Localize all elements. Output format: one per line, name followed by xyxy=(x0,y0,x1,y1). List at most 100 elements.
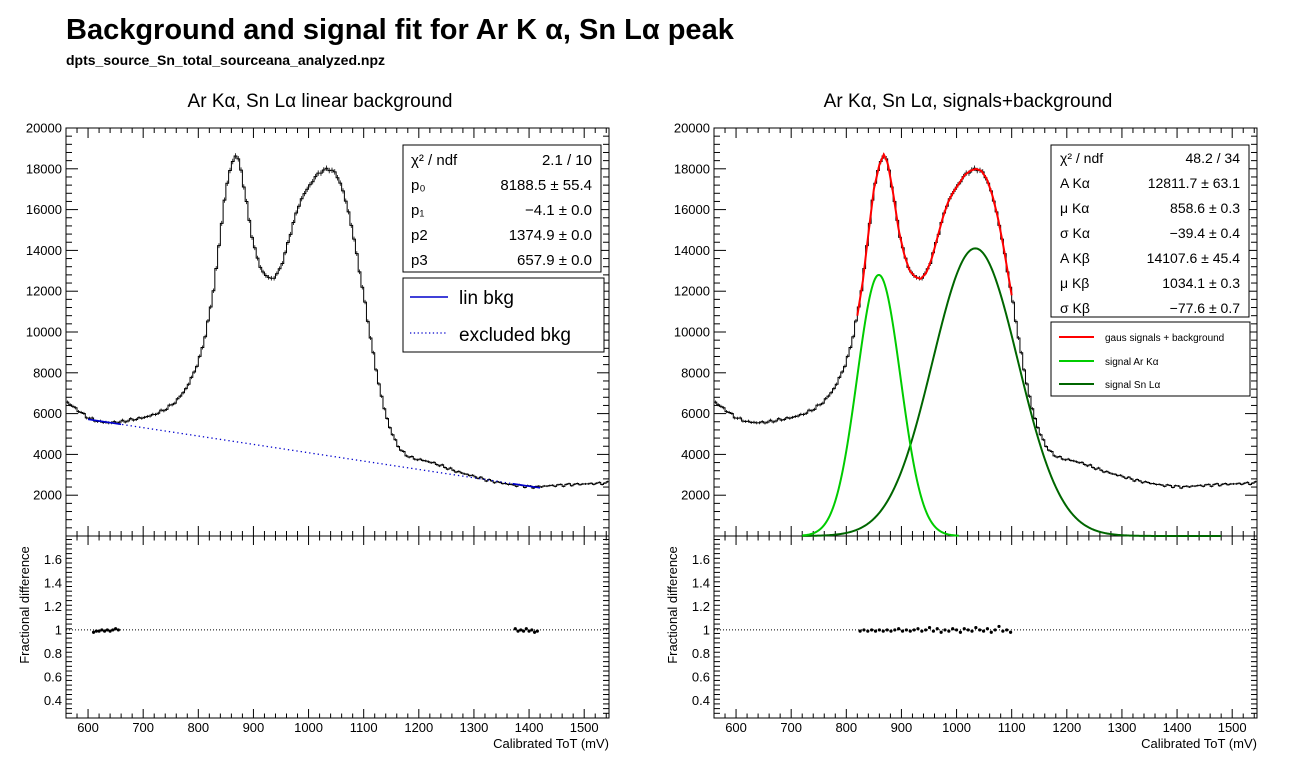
left-stat-p2-label: p2 xyxy=(411,227,428,244)
right-stat-chi2-label: χ² / ndf xyxy=(1060,150,1103,166)
ratio-point xyxy=(920,629,924,633)
left-stat-p0-label: p₀ xyxy=(411,177,426,194)
left-chart-title: Ar Kα, Sn Lα linear background xyxy=(188,91,453,112)
ratio-point xyxy=(530,628,534,632)
ratio-point xyxy=(116,628,120,632)
ratio-point xyxy=(893,628,897,632)
ratio-point xyxy=(889,629,893,633)
ratio-point xyxy=(966,628,970,632)
x-tick-label: 600 xyxy=(77,720,99,735)
ratio-point xyxy=(951,627,955,631)
ratio-point xyxy=(924,628,928,632)
right-signal-ar-ka-curve xyxy=(802,273,959,537)
page-title: Background and signal fit for Ar K α, Sn… xyxy=(66,14,734,46)
ratio-point xyxy=(1001,629,1005,633)
ratio-point xyxy=(521,629,526,633)
left-ratio-y-tick-labels: 0.4 0.6 0.8 1 1.2 1.4 1.6 xyxy=(44,552,62,708)
x-tick-label: 1100 xyxy=(350,720,378,735)
right-ratio-y-tick-labels: 0.4 0.6 0.8 1 1.2 1.4 1.6 xyxy=(692,552,710,708)
right-ratio-frame xyxy=(713,535,1258,719)
ratio-y-tick-label: 1.6 xyxy=(692,552,710,567)
x-tick-label: 1300 xyxy=(459,720,488,735)
ratio-point xyxy=(927,625,932,630)
y-tick-label: 2000 xyxy=(33,488,62,503)
y-tick-label: 6000 xyxy=(33,406,62,421)
x-tick-label: 1200 xyxy=(1052,720,1081,735)
ratio-point xyxy=(974,625,978,630)
ratio-point xyxy=(91,630,96,634)
y-tick-label: 4000 xyxy=(33,447,62,462)
right-signal-sn-la-curve xyxy=(802,247,1222,537)
ratio-y-tick-label: 0.8 xyxy=(692,646,710,661)
ratio-point xyxy=(866,629,870,633)
y-tick-label: 20000 xyxy=(674,121,710,136)
x-tick-label: 1400 xyxy=(1163,720,1192,735)
right-legend-sn-label: signal Sn Lα xyxy=(1105,380,1160,391)
right-stat-a-ka-value: 12811.7 ± 63.1 xyxy=(1148,175,1240,191)
x-tick-label: 1400 xyxy=(515,720,544,735)
ratio-point xyxy=(532,630,537,634)
y-tick-label: 20000 xyxy=(26,121,62,136)
ratio-point xyxy=(958,630,963,634)
ratio-point xyxy=(993,628,997,632)
ratio-y-tick-label: 1.6 xyxy=(44,552,62,567)
ratio-point xyxy=(900,629,905,633)
y-tick-label: 16000 xyxy=(26,202,62,217)
y-tick-label: 16000 xyxy=(674,202,710,217)
ratio-point xyxy=(881,629,885,633)
left-excluded-bkg-line xyxy=(87,418,541,489)
right-stat-mu-ka-label: μ Kα xyxy=(1060,200,1089,216)
x-tick-label: 1500 xyxy=(1218,720,1247,735)
y-tick-label: 2000 xyxy=(681,488,710,503)
ratio-point xyxy=(939,630,943,634)
ratio-point xyxy=(862,628,866,632)
ratio-point xyxy=(102,629,107,633)
y-tick-label: 6000 xyxy=(681,406,710,421)
y-tick-label: 10000 xyxy=(674,325,710,340)
x-tick-label: 600 xyxy=(725,720,747,735)
right-ratio-ylabel: Fractional difference xyxy=(665,546,680,664)
y-tick-label: 8000 xyxy=(681,365,710,380)
ratio-point xyxy=(519,628,523,632)
ratio-point xyxy=(97,629,101,633)
ratio-point xyxy=(1005,628,1009,632)
right-panel: Ar Kα, Sn Lα, signals+background 2000 400… xyxy=(665,91,1258,751)
ratio-point xyxy=(516,629,520,633)
y-tick-label: 12000 xyxy=(674,284,710,299)
x-tick-label: 1100 xyxy=(998,720,1026,735)
ratio-y-tick-label: 1 xyxy=(703,622,710,637)
y-tick-label: 10000 xyxy=(26,325,62,340)
right-axis-ticks xyxy=(713,127,1257,719)
right-legend-total-label: gaus signals + background xyxy=(1105,333,1224,344)
ratio-point xyxy=(114,627,118,631)
ratio-point xyxy=(981,629,986,633)
left-lin-bkg-line xyxy=(87,418,541,489)
ratio-point xyxy=(535,629,539,633)
y-tick-label: 18000 xyxy=(674,161,710,176)
right-y-tick-labels: 2000 4000 6000 8000 10000 12000 14000 16000 1800… xyxy=(674,121,710,503)
ratio-y-tick-label: 1.4 xyxy=(692,575,710,590)
x-tick-label: 800 xyxy=(835,720,857,735)
ratio-point xyxy=(527,629,531,633)
ratio-point xyxy=(904,628,908,632)
x-tick-label: 1500 xyxy=(570,720,599,735)
ratio-y-tick-label: 0.8 xyxy=(44,646,62,661)
x-tick-label: 900 xyxy=(891,720,913,735)
x-tick-label: 1000 xyxy=(942,720,971,735)
ratio-point xyxy=(908,629,912,633)
x-tick-label: 800 xyxy=(187,720,209,735)
left-stat-p0-value: 8188.5 ± 55.4 xyxy=(500,177,592,194)
ratio-point xyxy=(916,627,920,631)
left-legend: lin bkg excluded bkg xyxy=(402,277,605,353)
left-stat-chi2-label: χ² / ndf xyxy=(411,152,458,169)
x-tick-label: 900 xyxy=(243,720,265,735)
ratio-point xyxy=(524,627,528,631)
ratio-y-tick-label: 1.2 xyxy=(692,599,710,614)
left-y-tick-labels: 2000 4000 6000 8000 10000 12000 14000 16000 1800… xyxy=(26,121,62,503)
ratio-point xyxy=(858,629,862,633)
ratio-point xyxy=(989,630,993,634)
ratio-y-tick-label: 1.2 xyxy=(44,599,62,614)
left-stat-p2-value: 1374.9 ± 0.0 xyxy=(509,227,592,244)
right-stat-mu-kb-value: 1034.1 ± 0.3 xyxy=(1162,275,1240,291)
y-tick-label: 14000 xyxy=(674,243,710,258)
